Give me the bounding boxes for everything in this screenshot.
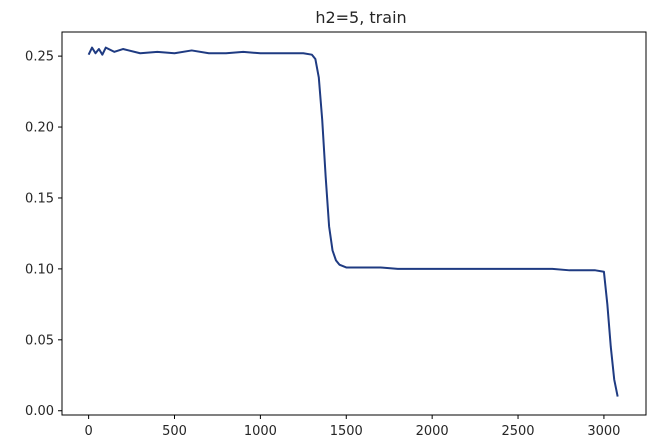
y-tick-label: 0.05 (25, 333, 54, 348)
x-axis: 0 500 1000 1500 2000 2500 3000 (84, 415, 620, 439)
plot-area (61, 31, 647, 416)
chart-title: h2=5, train (315, 8, 406, 27)
x-tick-label: 3000 (587, 424, 620, 439)
x-tick-label: 1500 (330, 424, 363, 439)
x-tick-label: 500 (162, 424, 187, 439)
x-tick-label: 2500 (501, 424, 534, 439)
y-tick-label: 0.10 (25, 262, 54, 277)
y-tick-label: 0.20 (25, 121, 54, 136)
x-tick-label: 0 (84, 424, 92, 439)
x-tick-label: 1000 (244, 424, 277, 439)
y-tick-label: 0.15 (25, 191, 54, 206)
series-layer (87, 46, 619, 397)
y-axis: 0.00 0.05 0.10 0.15 0.20 0.25 (25, 50, 62, 419)
y-tick-label: 0.25 (25, 50, 54, 65)
x-tick-label: 2000 (416, 424, 449, 439)
series-line-0 (87, 46, 619, 397)
y-tick-label: 0.00 (25, 404, 54, 419)
